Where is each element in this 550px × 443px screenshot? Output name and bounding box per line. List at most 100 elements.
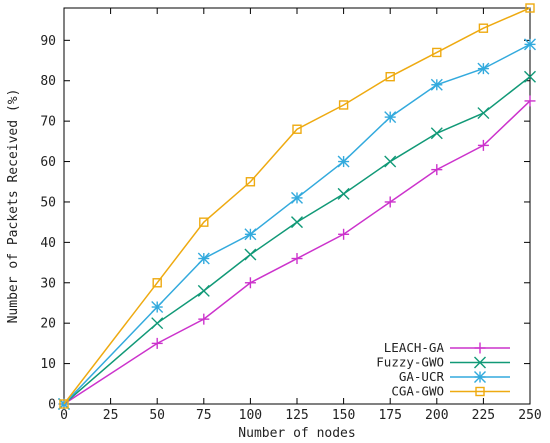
data-point-fuzzy-gwo (291, 216, 303, 229)
legend-label-cga-gwo: CGA-GWO (391, 384, 444, 399)
data-point-ga-ucr (430, 78, 443, 91)
series-line-leach-ga (63, 100, 531, 405)
marker-stroke (524, 70, 536, 83)
data-point-cga-gwo (199, 217, 209, 227)
marker-stroke (337, 187, 350, 200)
y-tick-label: 40 (40, 236, 56, 251)
data-point-cga-gwo (432, 47, 442, 58)
marker-stroke (199, 217, 209, 227)
marker-stroke (477, 107, 490, 120)
x-tick-label: 225 (472, 408, 495, 423)
marker-stroke (430, 78, 443, 91)
marker-stroke (477, 62, 490, 75)
marker-stroke (384, 111, 397, 124)
data-point-cga-gwo (338, 100, 349, 110)
marker-stroke (197, 284, 210, 297)
plot-frame (63, 7, 531, 405)
marker-stroke (474, 356, 486, 369)
marker-stroke (197, 252, 210, 265)
data-point-ga-ucr (291, 191, 303, 204)
series-line-fuzzy-gwo (63, 76, 531, 405)
data-point-leach-ga (198, 313, 210, 325)
legend-marker-fuzzy-gwo (474, 356, 486, 369)
legend-marker-ga-ucr (474, 371, 486, 383)
data-point-cga-gwo (478, 23, 489, 33)
data-point-fuzzy-gwo (524, 70, 536, 83)
series-line-ga-ucr (63, 43, 531, 405)
marker-stroke (430, 127, 443, 140)
data-point-fuzzy-gwo (430, 127, 443, 140)
marker-stroke (338, 100, 349, 110)
marker-stroke (151, 317, 164, 330)
x-tick-label: 25 (103, 408, 119, 423)
data-point-ga-ucr (524, 38, 536, 51)
x-tick-label: 250 (518, 408, 541, 423)
x-tick-label: 0 (60, 408, 68, 423)
marker-stroke (245, 177, 256, 187)
data-point-fuzzy-gwo (384, 155, 397, 168)
marker-stroke (292, 124, 302, 134)
legend-label-leach-ga: LEACH-GA (384, 340, 445, 355)
data-point-cga-gwo (385, 71, 395, 82)
data-point-ga-ucr (384, 111, 397, 124)
series-fuzzy-gwo (58, 70, 536, 410)
legend-marker-leach-ga (474, 342, 486, 354)
marker-stroke (475, 386, 485, 397)
data-point-cga-gwo (292, 124, 302, 134)
x-tick-label: 150 (332, 408, 355, 423)
data-point-fuzzy-gwo (477, 107, 490, 120)
data-point-leach-ga (151, 337, 163, 349)
axis-ticks: 0 25 50 75 100 125 150 175 200 225 250 0 10 20 30 40 50 6… (40, 8, 542, 423)
data-point-ga-ucr (477, 62, 490, 75)
marker-stroke (244, 228, 257, 241)
legend-label-ga-ucr: GA-UCR (399, 369, 445, 384)
marker-stroke (151, 301, 164, 314)
marker-stroke (525, 3, 535, 13)
data-point-ga-ucr (197, 252, 210, 265)
data-point-leach-ga (477, 139, 489, 151)
marker-stroke (385, 71, 395, 82)
data-point-cga-gwo (245, 177, 256, 187)
series-cga-gwo (59, 3, 535, 409)
y-tick-label: 0 (48, 398, 56, 413)
data-point-fuzzy-gwo (151, 317, 164, 330)
y-tick-label: 20 (40, 317, 56, 332)
data-point-fuzzy-gwo (244, 248, 257, 261)
x-tick-label: 75 (196, 408, 212, 423)
x-tick-label: 50 (149, 408, 165, 423)
data-point-cga-gwo (525, 3, 535, 13)
y-tick-label: 70 (40, 115, 56, 130)
data-point-ga-ucr (244, 228, 257, 241)
data-point-leach-ga (338, 228, 350, 240)
y-tick-label: 90 (40, 34, 56, 49)
data-point-leach-ga (244, 277, 256, 289)
x-tick-label: 175 (378, 408, 401, 423)
legend-marker-cga-gwo (475, 386, 485, 397)
y-tick-label: 60 (40, 155, 56, 170)
x-tick-label: 200 (425, 408, 448, 423)
data-point-ga-ucr (151, 301, 164, 314)
marker-stroke (244, 248, 257, 261)
data-point-leach-ga (524, 95, 536, 107)
series-group (58, 3, 536, 410)
x-axis-label: Number of nodes (238, 426, 355, 441)
y-tick-label: 80 (40, 74, 56, 89)
marker-stroke (474, 371, 486, 383)
x-tick-label: 100 (239, 408, 262, 423)
marker-stroke (337, 155, 350, 168)
marker-stroke (291, 216, 303, 229)
marker-stroke (152, 278, 162, 288)
marker-stroke (59, 399, 69, 409)
data-point-fuzzy-gwo (337, 187, 350, 200)
marker-stroke (478, 23, 489, 33)
y-tick-label: 10 (40, 357, 56, 372)
marker-stroke (384, 155, 397, 168)
marker-stroke (432, 47, 442, 58)
series-line-cga-gwo (63, 7, 531, 405)
y-tick-label: 30 (40, 276, 56, 291)
marker-stroke (291, 191, 303, 204)
data-point-cga-gwo (59, 399, 69, 409)
legend-label-fuzzy-gwo: Fuzzy-GWO (376, 355, 444, 370)
